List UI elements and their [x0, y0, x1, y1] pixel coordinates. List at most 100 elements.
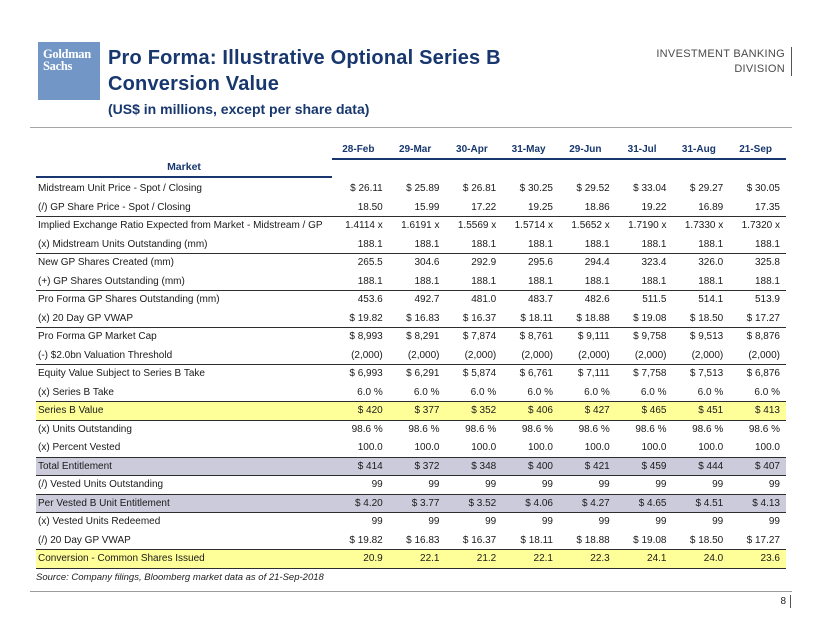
logo-line2: Sachs	[43, 59, 73, 73]
row-value: 100.0	[414, 442, 440, 453]
row-value: $ 352	[471, 405, 497, 416]
header-divider	[30, 127, 792, 128]
row-value: $ 7,513	[689, 368, 724, 379]
row-value: 98.6 %	[521, 423, 553, 435]
row-value: $ 3.77	[411, 497, 440, 509]
table-row: (x) Percent Vested 100.0 100.0 100.0 100.0 10…	[36, 439, 786, 458]
row-value: 22.1	[533, 553, 553, 564]
row-value: 482.6	[584, 294, 610, 305]
page-title-line2: Conversion Value	[108, 73, 280, 95]
row-value: 294.4	[584, 257, 610, 268]
row-value: 16.89	[698, 201, 724, 213]
row-value: 99	[768, 516, 780, 527]
row-value: $ 6,761	[519, 368, 553, 379]
row-value: $ 372	[414, 460, 440, 472]
row-value: 99	[598, 479, 610, 490]
row-value: 99	[371, 516, 383, 527]
row-value: 188.1	[698, 238, 724, 250]
row-value: 100.0	[471, 442, 497, 453]
row-value: $ 406	[527, 405, 553, 416]
row-label: (/) GP Share Price - Spot / Closing	[38, 201, 191, 213]
row-value: 188.1	[471, 238, 497, 250]
date-column-headers: 28-Feb 29-Mar 30-Apr 31-May 29-Jun 31-Jul 31-A…	[332, 143, 786, 160]
row-label: Total Entitlement	[38, 460, 112, 472]
row-value: 6.0 %	[527, 386, 553, 398]
column-header: 29-Mar	[399, 144, 432, 155]
goldman-sachs-logo: Goldman Sachs	[38, 42, 100, 100]
row-value: 188.1	[754, 238, 780, 250]
row-value: 99	[428, 516, 440, 527]
row-value: 98.6 %	[351, 423, 383, 435]
division-label: INVESTMENT BANKING DIVISION	[656, 47, 792, 76]
row-label: (/) Vested Units Outstanding	[38, 479, 164, 490]
row-value: 98.6 %	[635, 423, 667, 435]
row-value: 99	[655, 479, 667, 490]
row-value: $ 465	[641, 405, 667, 416]
column-header: 21-Sep	[739, 144, 773, 155]
row-value: (2,000)	[634, 349, 667, 361]
table-row: Midstream Unit Price - Spot / Closing $ 2…	[36, 180, 786, 199]
row-value: 22.3	[590, 553, 610, 564]
page-title-line1: Pro Forma: Illustrative Optional Series …	[108, 47, 501, 69]
row-value: $ 407	[754, 460, 780, 472]
row-value: $ 33.04	[633, 183, 667, 194]
column-header: 30-Apr	[456, 144, 488, 155]
row-value: $ 413	[754, 405, 780, 416]
row-value: 100.0	[698, 442, 724, 453]
row-value: $ 8,876	[746, 331, 780, 342]
table-row: (x) 20 Day GP VWAP $ 19.82 $ 16.83 $ 16.37 $…	[36, 310, 786, 328]
row-value: $ 18.50	[689, 312, 724, 324]
row-value: (2,000)	[407, 349, 440, 361]
row-value: 188.1	[357, 238, 383, 250]
column-header: 29-Jun	[569, 144, 602, 155]
row-value: 99	[655, 516, 667, 527]
table-row: Equity Value Subject to Series B Take $ 6…	[36, 365, 786, 384]
row-value: $ 8,761	[519, 331, 553, 342]
row-value: 492.7	[414, 294, 440, 305]
row-value: 1.7330 x	[684, 220, 724, 231]
row-value: 15.99	[414, 201, 440, 213]
row-value: (2,000)	[521, 349, 553, 361]
row-value: $ 25.89	[406, 183, 440, 194]
row-value: $ 29.27	[689, 183, 724, 194]
table-row: Per Vested B Unit Entitlement $ 4.20 $ 3.7…	[36, 494, 786, 513]
table-row: (x) Midstream Units Outstanding (mm) 188.…	[36, 236, 786, 254]
row-value: 1.7190 x	[628, 220, 667, 231]
row-label: Per Vested B Unit Entitlement	[38, 497, 170, 509]
row-value: $ 7,874	[462, 331, 497, 342]
logo-line1: Goldman	[43, 47, 91, 61]
row-value: 511.5	[642, 294, 667, 305]
row-value: 325.8	[754, 257, 780, 268]
row-value: 1.5652 x	[571, 220, 610, 231]
row-value: $ 16.83	[406, 312, 440, 324]
row-value: 188.1	[414, 238, 440, 250]
row-label: (x) Midstream Units Outstanding (mm)	[38, 238, 208, 250]
table-body: Midstream Unit Price - Spot / Closing $ 2…	[36, 180, 786, 569]
row-label: (x) Series B Take	[38, 386, 114, 398]
table-row: (x) Vested Units Redeemed 99 99 99 99 99 99 99 9…	[36, 513, 786, 532]
table-row: Pro Forma GP Shares Outstanding (mm) 453.…	[36, 291, 786, 310]
row-value: 17.35	[754, 201, 780, 213]
row-value: 1.5714 x	[514, 220, 553, 231]
row-value: 99	[541, 479, 553, 490]
row-value: $ 7,758	[633, 368, 667, 379]
row-value: 99	[371, 479, 383, 490]
row-value: 1.7320 x	[741, 220, 780, 231]
row-value: 99	[485, 516, 497, 527]
table-row: (/) GP Share Price - Spot / Closing 18.50…	[36, 199, 786, 217]
table-row: Conversion - Common Shares Issued 20.9 22.…	[36, 550, 786, 569]
row-label: (x) 20 Day GP VWAP	[38, 312, 134, 324]
row-value: 19.22	[641, 201, 667, 213]
row-value: $ 451	[698, 405, 724, 416]
row-value: 188.1	[698, 275, 724, 287]
row-value: 17.22	[471, 201, 497, 213]
division-line1: INVESTMENT BANKING	[656, 48, 785, 60]
row-value: 98.6 %	[578, 423, 610, 435]
table-header: Market 28-Feb 29-Mar 30-Apr 31-May 29-Jun 31-…	[36, 143, 786, 180]
row-value: 99	[712, 516, 724, 527]
row-value: $ 16.37	[462, 534, 497, 546]
row-value: $ 6,993	[349, 368, 383, 379]
row-value: 295.6	[527, 257, 553, 268]
row-value: $ 3.52	[468, 497, 497, 509]
